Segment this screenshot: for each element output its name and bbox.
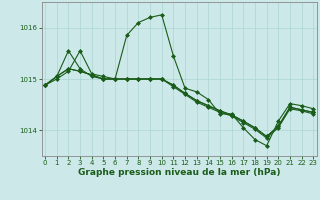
X-axis label: Graphe pression niveau de la mer (hPa): Graphe pression niveau de la mer (hPa) bbox=[78, 168, 280, 177]
